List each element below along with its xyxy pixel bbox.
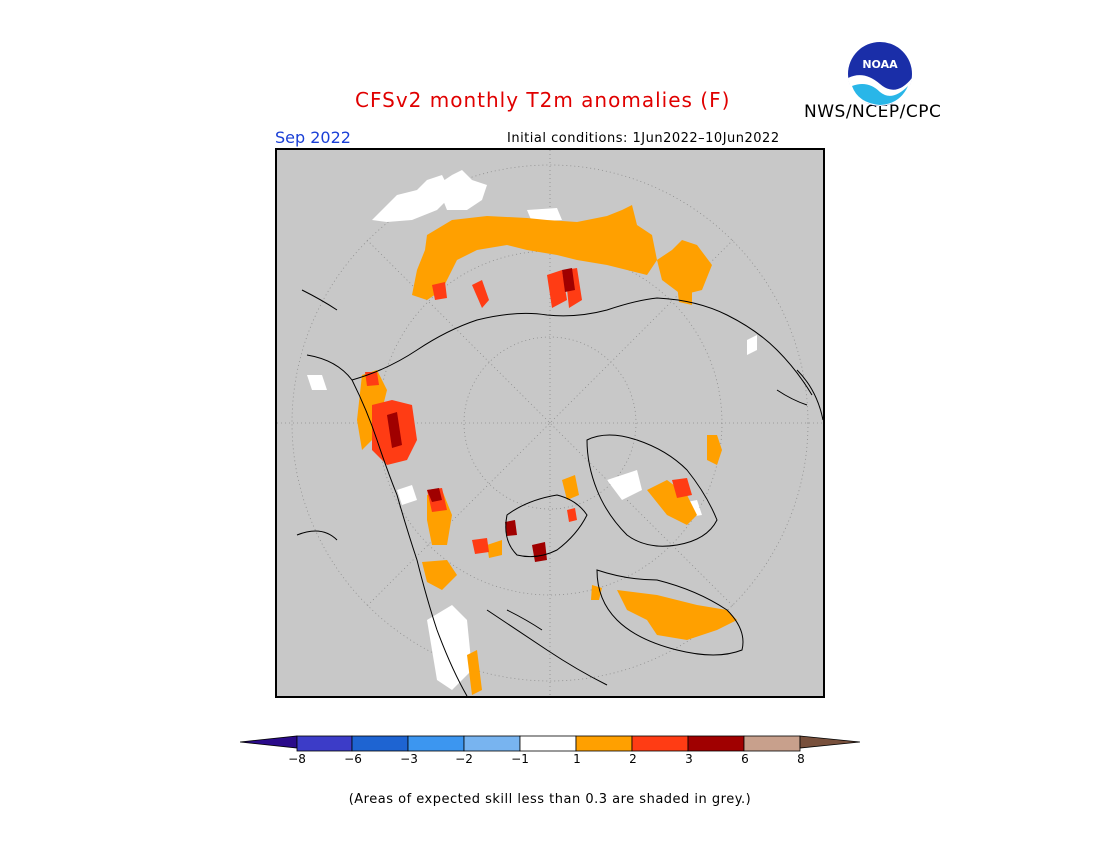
skill-footnote: (Areas of expected skill less than 0.3 a… — [348, 792, 752, 807]
legend-swatch-neg3-neg2 — [407, 735, 465, 752]
map-title: CFSv2 monthly T2m anomalies (F) — [355, 88, 731, 112]
legend-swatch-lt-neg8 — [240, 735, 298, 749]
legend-tick-label: −2 — [455, 752, 473, 766]
agency-label: NWS/NCEP/CPC — [804, 102, 942, 122]
anomaly-3-6 — [387, 268, 575, 562]
legend-swatch-neg6-neg3 — [351, 735, 409, 752]
polar-map — [275, 148, 825, 698]
legend-tick-label: −1 — [511, 752, 529, 766]
legend-tick-label: −3 — [400, 752, 418, 766]
legend-swatch-neg2-neg1 — [463, 735, 521, 752]
legend-tick-label: −8 — [288, 752, 306, 766]
anomaly-1-2 — [357, 205, 737, 695]
coastlines — [296, 289, 823, 696]
noaa-logo: NOAA — [848, 42, 912, 106]
legend-tick-label: 8 — [797, 752, 805, 766]
legend-swatch-3-6 — [687, 735, 745, 752]
legend-swatch-1-2 — [575, 735, 633, 752]
legend-tick-label: −6 — [344, 752, 362, 766]
legend-tick-label: 3 — [685, 752, 693, 766]
legend-swatch-gt-8 — [799, 735, 860, 749]
color-legend — [240, 735, 860, 752]
legend-tick-label: 6 — [741, 752, 749, 766]
legend-swatch-neg1-1 — [519, 735, 577, 752]
logo-text: NOAA — [862, 58, 898, 71]
forecast-month: Sep 2022 — [275, 128, 351, 147]
legend-swatch-neg8-neg6 — [296, 735, 353, 752]
map-svg — [277, 150, 823, 696]
legend-swatch-2-3 — [631, 735, 689, 752]
initial-conditions: Initial conditions: 1Jun2022–10Jun2022 — [507, 131, 780, 146]
legend-tick-label: 2 — [629, 752, 637, 766]
legend-swatch-6-8 — [743, 735, 801, 752]
legend-tick-label: 1 — [573, 752, 581, 766]
neutral-areas — [307, 170, 757, 690]
